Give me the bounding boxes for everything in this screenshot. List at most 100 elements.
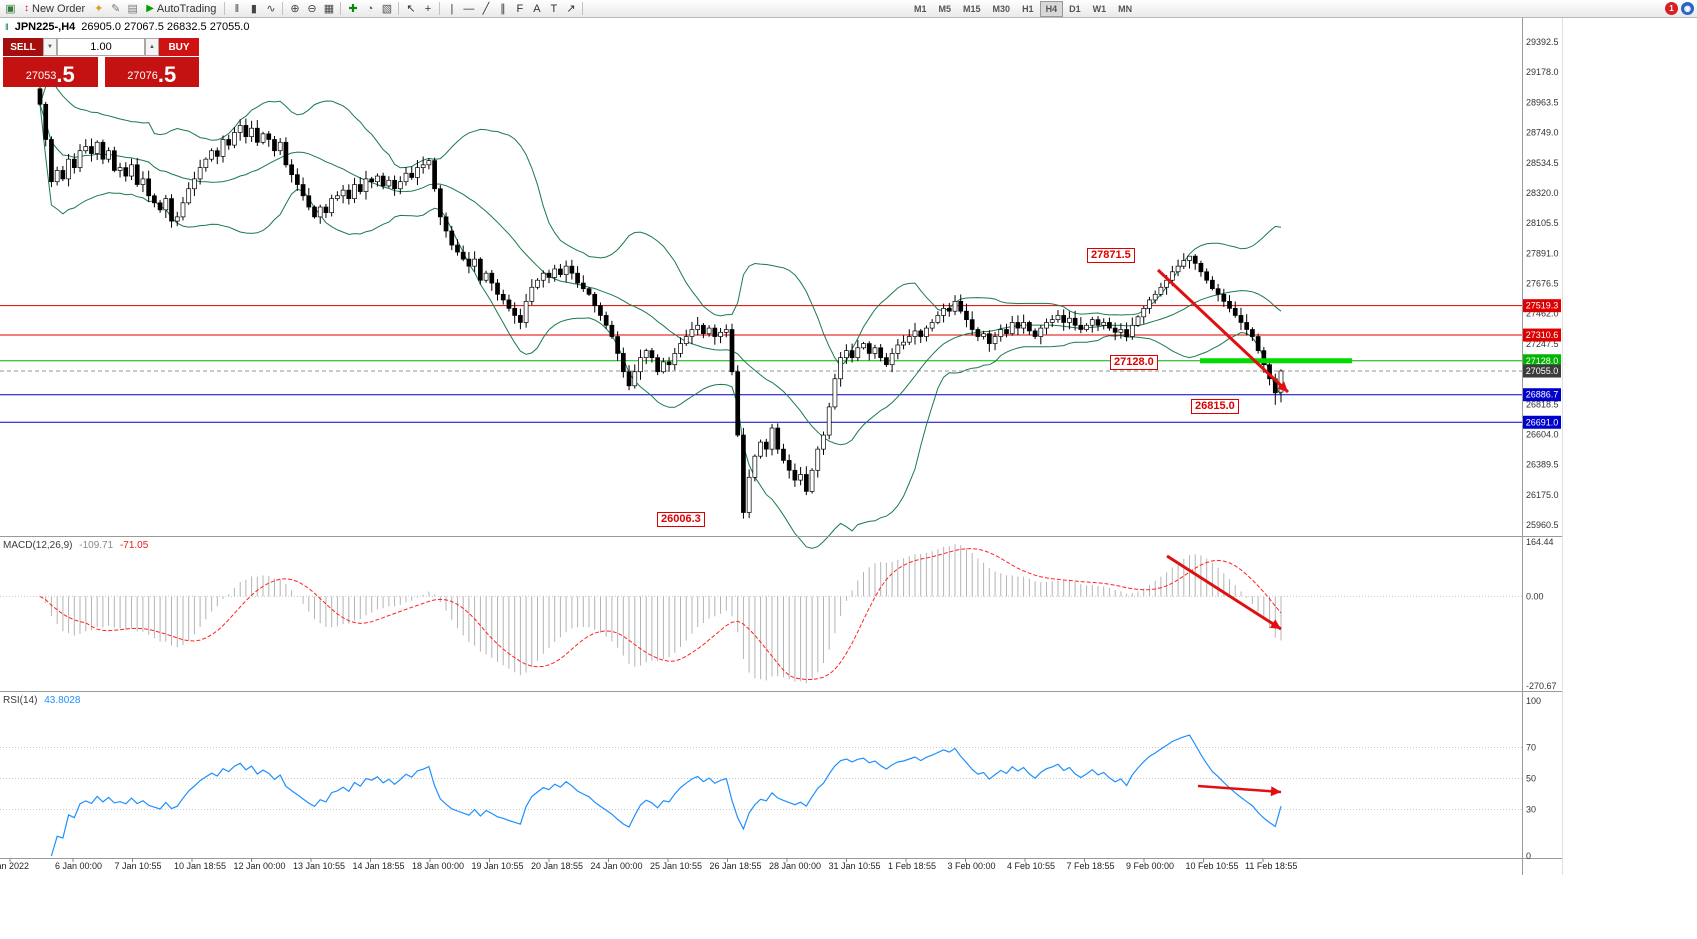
horizontal-line-icon[interactable]: —: [463, 2, 475, 15]
svg-text:27519.3: 27519.3: [1526, 301, 1559, 311]
expert-advisors-icon[interactable]: ✦: [94, 3, 104, 15]
crosshair-icon[interactable]: +: [424, 2, 432, 15]
sell-price-frac: .5: [56, 62, 75, 87]
bar-chart-icon[interactable]: ‖: [234, 2, 240, 15]
svg-text:10 Jan 18:55: 10 Jan 18:55: [174, 861, 226, 871]
svg-text:4 Feb 10:55: 4 Feb 10:55: [1007, 861, 1055, 871]
text-label-icon[interactable]: T: [550, 2, 558, 15]
timeframe-h1-button[interactable]: H1: [1022, 4, 1034, 14]
svg-text:11 Feb 18:55: 11 Feb 18:55: [1245, 861, 1297, 871]
ohlc-values: 26905.0 27067.5 26832.5 27055.0: [81, 21, 250, 33]
autotrading-button-label: AutoTrading: [156, 2, 217, 15]
toolbar: ▣ ↕ New Order ✦ ✎ ▤ ▶ AutoTrading ‖ ▮ ∿ ⊕ ⊖ ▦ ✚ ◔ ▧ ↖ + | — ╱…: [0, 0, 1697, 18]
timeframe-m1-button[interactable]: M1: [914, 4, 927, 14]
svg-text:26818.5: 26818.5: [1526, 399, 1559, 409]
svg-text:100: 100: [1526, 696, 1541, 706]
buy-price-display[interactable]: 27076.5: [104, 57, 199, 87]
macd-indicator-label: MACD(12,26,9) -109.71 -71.05: [3, 540, 148, 551]
svg-text:27247.5: 27247.5: [1526, 339, 1559, 349]
timeframe-w1-button[interactable]: W1: [1092, 4, 1107, 14]
fibonacci-icon[interactable]: F: [516, 2, 524, 15]
svg-text:31 Jan 10:55: 31 Jan 10:55: [829, 861, 881, 871]
macd-main-value: -109.71: [79, 540, 114, 551]
scripts-icon[interactable]: ✎: [111, 3, 121, 15]
price-annotation[interactable]: 26815.0: [1191, 399, 1239, 414]
line-chart-icon[interactable]: ∿: [266, 3, 276, 15]
macd-signal-value: -71.05: [119, 540, 149, 551]
volume-decrease-button[interactable]: ▼: [43, 38, 57, 56]
price-annotation[interactable]: 26006.3: [657, 512, 705, 527]
sell-price-display[interactable]: 27053.5: [3, 57, 98, 87]
sell-price-main: 27053: [25, 70, 57, 82]
timeframe-m5-button[interactable]: M5: [938, 4, 952, 14]
svg-text:13 Jan 10:55: 13 Jan 10:55: [293, 861, 345, 871]
arrows-tool-icon[interactable]: ↗: [566, 3, 576, 15]
one-click-trading-panel: SELL ▼ ▲ BUY 27053.5 27076.5: [3, 38, 199, 87]
svg-text:14 Jan 18:55: 14 Jan 18:55: [353, 861, 405, 871]
svg-text:28749.0: 28749.0: [1526, 128, 1559, 138]
new-order-button[interactable]: ↕ New Order: [19, 1, 90, 17]
new-chart-icon[interactable]: ▣: [5, 3, 16, 15]
vertical-line-icon[interactable]: |: [450, 2, 454, 15]
svg-text:27462.0: 27462.0: [1526, 309, 1559, 319]
rsi-name: RSI(14): [3, 695, 38, 706]
price-annotation[interactable]: 27128.0: [1110, 355, 1158, 370]
cursor-icon[interactable]: ↖: [406, 3, 416, 15]
toolbar-separator: [340, 2, 342, 15]
timeframe-mn-button[interactable]: MN: [1118, 4, 1133, 14]
toolbar-separator: [224, 2, 226, 15]
templates-icon[interactable]: ▧: [381, 3, 393, 15]
svg-text:20 Jan 18:55: 20 Jan 18:55: [531, 861, 583, 871]
svg-text:29392.5: 29392.5: [1526, 37, 1559, 47]
timeframe-h4-button[interactable]: H4: [1039, 1, 1064, 17]
svg-text:28534.5: 28534.5: [1526, 158, 1559, 168]
market-watch-icon[interactable]: ▤: [127, 3, 138, 15]
svg-text:9 Feb 00:00: 9 Feb 00:00: [1126, 861, 1174, 871]
svg-text:1 Feb 18:55: 1 Feb 18:55: [888, 861, 936, 871]
equidistant-channel-icon[interactable]: ∥: [500, 3, 506, 15]
price-annotation[interactable]: 27871.5: [1087, 248, 1135, 263]
svg-text:12 Jan 00:00: 12 Jan 00:00: [234, 861, 286, 871]
tile-windows-icon[interactable]: ▦: [323, 3, 335, 15]
timeframe-m30-button[interactable]: M30: [992, 4, 1011, 14]
toolbar-separator: [439, 2, 441, 15]
volume-input[interactable]: [57, 38, 145, 56]
toolbar-right-group: 1 ◉: [1662, 2, 1694, 15]
zoom-in-icon[interactable]: ⊕: [290, 3, 300, 15]
sell-button[interactable]: SELL: [3, 38, 43, 56]
timeframe-m15-button[interactable]: M15: [963, 4, 981, 14]
autotrading-button[interactable]: ▶ AutoTrading: [141, 1, 221, 17]
svg-text:28 Jan 00:00: 28 Jan 00:00: [769, 861, 821, 871]
svg-text:28320.0: 28320.0: [1526, 188, 1559, 198]
toolbar-main-group: ▣ ↕ New Order ✦ ✎ ▤ ▶ AutoTrading ‖ ▮ ∿ ⊕ ⊖ ▦ ✚ ◔ ▧ ↖ + | — ╱…: [0, 1, 586, 17]
new-order-button-icon: ↕: [24, 2, 29, 14]
timeframe-toolbar: M1 M5 M15 M30 H1 H4 D1 W1 MN: [908, 1, 1138, 17]
indicators-icon[interactable]: ✚: [348, 3, 358, 15]
community-icon[interactable]: ◉: [1681, 2, 1694, 15]
svg-text:6 Jan 00:00: 6 Jan 00:00: [55, 861, 102, 871]
trendline-icon[interactable]: ╱: [482, 3, 490, 15]
svg-text:0.00: 0.00: [1526, 591, 1544, 601]
svg-text:164.44: 164.44: [1526, 537, 1554, 547]
notifications-icon[interactable]: 1: [1665, 2, 1678, 15]
candlestick-chart-icon[interactable]: ▮: [250, 3, 257, 15]
text-icon[interactable]: A: [533, 2, 541, 15]
svg-text:3 Feb 00:00: 3 Feb 00:00: [948, 861, 996, 871]
timeframe-d1-button[interactable]: D1: [1069, 4, 1081, 14]
toolbar-separator: [582, 2, 584, 15]
svg-text:50: 50: [1526, 774, 1536, 784]
svg-text:-270.67: -270.67: [1526, 681, 1557, 691]
svg-text:26691.0: 26691.0: [1526, 417, 1559, 427]
volume-increase-button[interactable]: ▲: [145, 38, 159, 56]
new-order-button-label: New Order: [32, 2, 86, 15]
svg-text:26604.0: 26604.0: [1526, 430, 1559, 440]
svg-text:27891.0: 27891.0: [1526, 248, 1559, 258]
periods-icon[interactable]: ◔: [366, 2, 374, 15]
svg-text:26886.7: 26886.7: [1526, 390, 1559, 400]
zoom-out-icon[interactable]: ⊖: [307, 3, 317, 15]
symbol-timeframe: JPN225-,H4: [14, 21, 76, 33]
svg-text:7 Feb 18:55: 7 Feb 18:55: [1067, 861, 1115, 871]
buy-button[interactable]: BUY: [159, 38, 199, 56]
chart-mini-icon: ‖: [5, 22, 9, 32]
